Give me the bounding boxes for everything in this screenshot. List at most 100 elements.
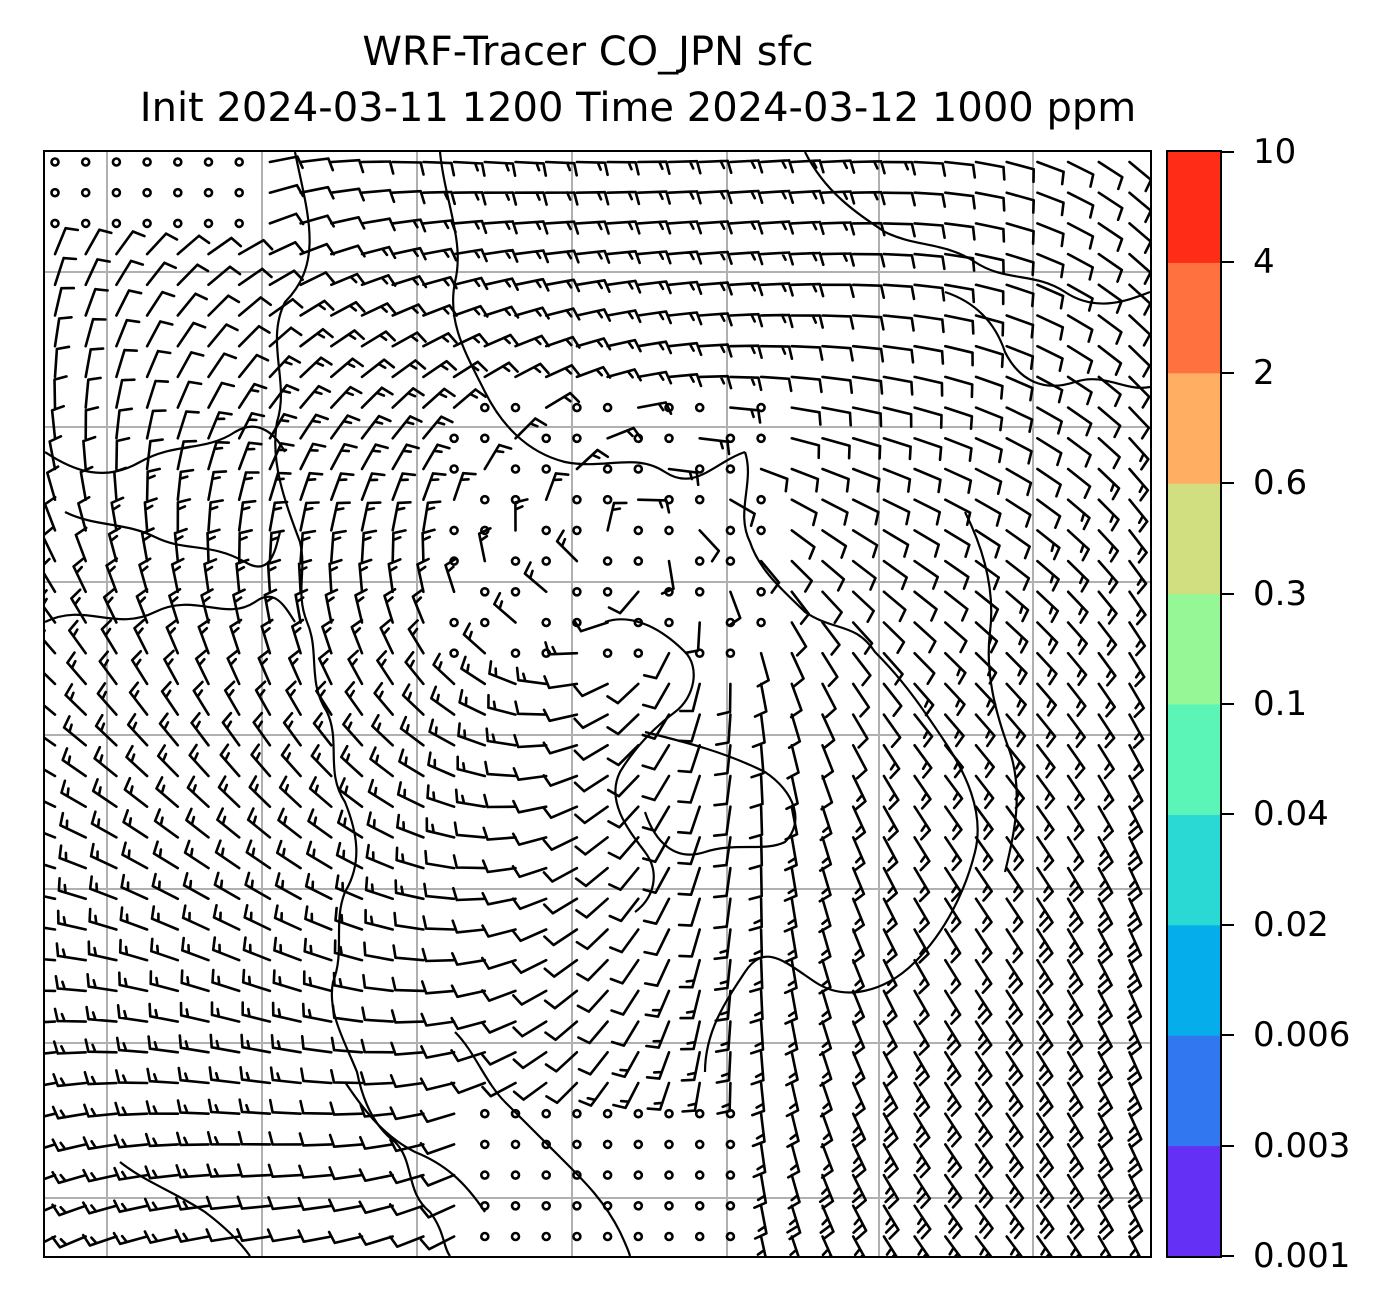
wind-barb [360,414,392,440]
wind-barb [1005,1173,1025,1209]
wind-barb [143,497,158,532]
wind-barb [1128,160,1150,193]
colorbar-tick [1222,813,1234,816]
wind-barb [454,788,487,808]
wind-barb [330,216,366,230]
wind-barb [819,805,833,842]
wind-barb [644,989,671,1018]
wind-barb [851,774,867,811]
wind-barb [45,895,57,901]
wind-barb [362,973,394,993]
wind-barb [209,1033,241,1054]
wind-barb [53,345,71,379]
wind-barb [82,1136,118,1151]
wind-barb [485,727,517,747]
wind-barb [51,1170,87,1185]
calm-wind-marker [50,218,60,229]
wind-barb [248,775,272,808]
wind-barb [913,498,941,526]
wind-barb [481,891,517,906]
wind-barb [358,1168,394,1182]
wind-barb [360,443,389,471]
calm-wind-marker [694,1201,705,1211]
wind-barb [1097,1204,1114,1240]
wind-barb [273,904,302,931]
wind-barb [123,776,149,808]
wind-barb [389,1106,425,1121]
wind-barb [575,308,612,322]
wind-barb [484,760,517,778]
wind-barb [207,411,233,440]
wind-barb [297,558,313,594]
calm-wind-marker [510,1201,521,1211]
wind-barb [544,278,581,293]
calm-wind-marker [602,556,613,566]
wind-barb [268,241,305,256]
wind-barb [819,1204,835,1241]
wind-barb [1128,805,1144,842]
wind-barb [783,866,798,902]
wind-barb [427,751,456,778]
wind-barb [1005,375,1034,402]
wind-barb [267,1196,302,1211]
wind-barb [45,1081,57,1087]
calm-wind-marker [510,1170,521,1180]
wind-barb [1128,406,1150,440]
wind-barb [150,905,180,931]
wind-barb [748,836,764,870]
wind-barb [94,713,118,747]
wind-barb [254,680,272,716]
wind-barb [851,590,875,623]
wind-barb [450,1049,487,1063]
wind-barb [83,1070,118,1086]
wind-barb [1097,805,1114,841]
wind-barb [364,876,394,901]
wind-barb [974,744,995,779]
wind-barb [944,191,976,210]
wind-barb [278,775,302,808]
colorbar-tick-label: 0.04 [1253,794,1329,835]
wind-barb [749,774,764,809]
wind-barb [330,472,355,501]
wind-barb [243,904,272,931]
calm-wind-marker [725,1170,736,1180]
calm-wind-marker [725,1201,736,1211]
wind-barb [643,928,671,956]
wind-barb [698,189,733,205]
calm-wind-marker [725,525,736,536]
calm-wind-marker [50,157,60,167]
colorbar-tick-label: 2 [1253,352,1275,393]
wind-barb [974,836,994,871]
wind-barb [74,526,88,563]
wind-barb [789,682,803,719]
wind-barb [1036,406,1063,435]
wind-barb [107,526,122,563]
wind-barb [145,320,174,348]
calm-wind-marker [541,433,552,444]
wind-barb [851,252,886,268]
wind-barb [606,501,628,532]
wind-barb [1097,590,1118,625]
wind-barb [330,329,365,348]
calm-wind-marker [694,464,705,474]
wind-barb [974,866,993,902]
wind-barb [851,1235,866,1256]
calm-wind-marker [173,187,183,198]
wind-barb [330,357,364,379]
wind-barb [851,283,886,299]
calm-wind-marker [633,648,644,659]
wind-barb [299,328,334,348]
wind-barb [821,314,855,330]
wind-barb [544,249,580,264]
wind-barb [1097,191,1124,222]
wind-barb [207,265,242,287]
wind-barb [821,559,846,592]
calm-wind-marker [173,157,183,167]
coastline-hokkaido [804,152,1150,305]
wind-barb [483,793,517,809]
wind-barb [268,1098,302,1115]
wind-barb [360,472,386,501]
wind-barb [481,1020,517,1034]
calm-wind-marker [111,187,122,198]
wind-barb [818,1173,835,1210]
